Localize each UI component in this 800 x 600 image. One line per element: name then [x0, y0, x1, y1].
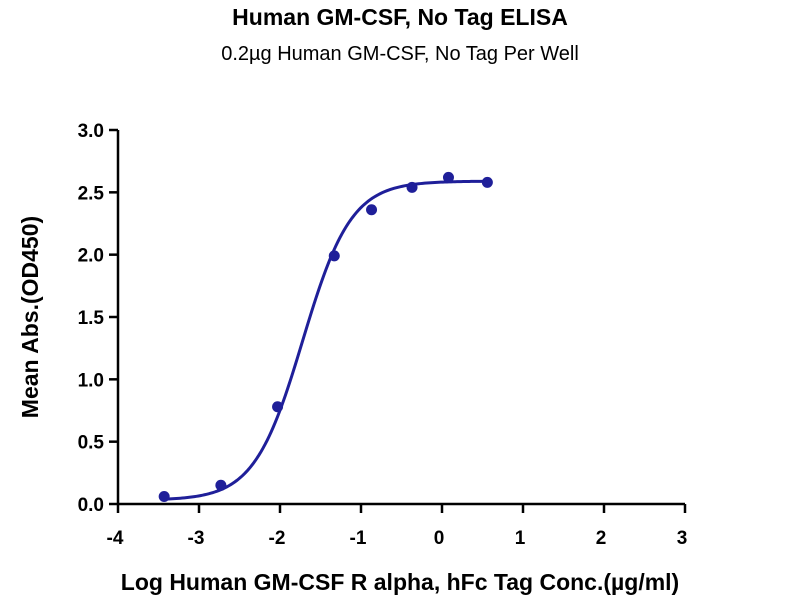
plot-area: 0.0 0.5 1.0 1.5 2.0 2.5 3.0 -4 -3 -2 -1 0 1 2 3 — [78, 121, 688, 549]
chart-title: Human GM-CSF, No Tag ELISA — [232, 4, 568, 30]
fit-curve — [164, 179, 488, 501]
data-point — [328, 250, 340, 262]
y-tick-label: 1.5 — [78, 308, 105, 329]
x-tick-label: 1 — [515, 528, 526, 549]
x-tick-label: -1 — [350, 528, 367, 549]
x-tick-label: -2 — [269, 528, 286, 549]
x-tick-label: 3 — [677, 528, 688, 549]
data-point — [481, 176, 493, 188]
y-tick-label: 0.5 — [78, 433, 105, 454]
x-tick-label: 0 — [434, 528, 445, 549]
data-point — [406, 181, 418, 193]
x-tick-label: -4 — [107, 528, 124, 549]
y-axis-title: Mean Abs.(OD450) — [17, 216, 43, 418]
y-tick-label: 0.0 — [78, 495, 104, 516]
data-point — [272, 401, 284, 413]
y-tick-label: 3.0 — [78, 121, 104, 142]
data-point — [442, 171, 454, 183]
data-point — [158, 491, 170, 503]
data-point — [215, 479, 227, 491]
x-axis-title: Log Human GM-CSF R alpha, hFc Tag Conc.(… — [121, 569, 679, 595]
y-tick-label: 2.0 — [78, 246, 104, 267]
x-tick-label: 2 — [596, 528, 607, 549]
x-tick-label: -3 — [188, 528, 205, 549]
chart-subtitle: 0.2µg Human GM-CSF, No Tag Per Well — [221, 43, 579, 65]
y-tick-label: 2.5 — [78, 183, 105, 204]
y-tick-label: 1.0 — [78, 370, 104, 391]
data-point — [366, 204, 378, 216]
